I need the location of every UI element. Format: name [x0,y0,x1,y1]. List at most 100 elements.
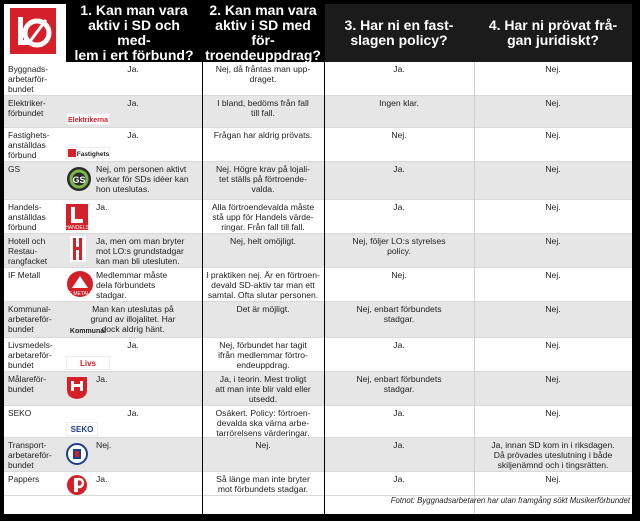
table-header: 1. Kan man vara aktiv i SD och med- lem … [4,4,632,63]
answer-question-1: Man kan uteslutas på grund av illojalite… [90,304,176,334]
answer-question-2: Osäkert. Policy: förtroen- devalda ska v… [215,408,311,438]
table-row: Elektriker- förbundet Elektrikerna Ja. I bl… [4,96,632,128]
union-name: Pappers [8,474,40,484]
answer-question-4: Nej. [545,130,561,140]
union-logo-icon: Fastighets [65,146,111,164]
union-logo-icon: Kommunal [66,322,110,340]
svg-text:Elektrikerna: Elektrikerna [68,117,108,124]
answer-question-1: Medlemmar måste dela förbundets stadgar. [96,270,168,300]
answer-question-4: Nej. [545,164,561,174]
column-divider [474,62,475,514]
answer-question-4: Ja, innan SD kom in i riksdagen. Då pröv… [491,440,615,470]
table-row: Fastighets- anställdas förbund Fastighets… [4,128,632,162]
answer-question-2: I praktiken nej. Är en förtroen- devald … [206,270,320,300]
answer-question-1: Ja. [127,130,139,140]
answer-question-3: Ja. [393,202,405,212]
union-logo-icon [66,376,88,405]
answer-question-3: Nej, enbart förbundets stadgar. [356,374,442,394]
answer-question-1: Nej, om personen aktivt verkar för SDs i… [96,164,189,194]
table-row: Pappers Ja. Så länge man inte bryter mot f… [4,472,632,496]
answer-question-3: Ingen klar. [379,98,419,108]
table-row: IF Metall IF METALL Medlemmar måste dela f… [4,268,632,302]
answer-question-4: Nej. [545,98,561,108]
answer-question-2: Nej, då fråntas man upp- draget. [215,64,311,84]
answer-question-3: Nej. [391,270,407,280]
footnote: Fotnot: Byggnadsarbetaren har utan framg… [390,496,630,505]
answer-question-3: Nej. [391,130,407,140]
union-name: Elektriker- förbundet [8,98,46,118]
answer-question-4: Nej. [545,374,561,384]
answer-question-1: Ja, men om man bryter mot LO:s grundstad… [96,236,185,266]
answer-question-4: Nej. [545,340,561,350]
union-name: GS [8,164,21,174]
svg-text:HANDELS: HANDELS [66,225,88,230]
answer-question-3: Ja. [393,408,405,418]
answer-question-4: Nej. [545,474,561,484]
answer-question-2: Så länge man inte bryter mot förbundets … [216,474,310,494]
answer-question-3: Nej, följer LO:s styrelses policy. [352,236,446,256]
table-row: Målareför- bundet Ja. Ja, i teorin. Mest t… [4,372,632,406]
answer-question-2: Ja, i teorin. Mest troligt att man inte … [215,374,311,404]
union-logo-icon [66,474,90,501]
header-question-4: 4. Har ni prövat frå- gan juridiskt? [474,4,632,62]
svg-text:SEKO: SEKO [71,425,94,434]
answer-question-2: Nej, helt omöjligt. [230,236,296,246]
answer-question-4: Nej. [545,304,561,314]
answer-question-1: Ja. [96,202,108,212]
answer-question-3: Ja. [393,440,405,450]
union-name: Byggnads- arbetarför- bundet [8,64,49,94]
svg-text:Livs: Livs [80,359,97,368]
svg-text:GS: GS [72,175,85,185]
union-logo-icon [66,442,88,471]
answer-question-1: Ja. [127,340,139,350]
table-row: Byggnads- arbetarför- bundet Ja. Nej, då f… [4,62,632,96]
answer-question-1: Ja. [127,408,139,418]
header-question-3: 3. Har ni en fast- slagen policy? [324,4,474,62]
header-question-2-text: 2. Kan man vara aktiv i SD med för- troe… [205,4,321,63]
svg-text:Fastighets: Fastighets [77,151,110,158]
table-body: Byggnads- arbetarför- bundet Ja. Nej, då f… [4,62,632,496]
table-row: Kommunal- arbetareför- bundet Kommunal Man… [4,302,632,338]
header-question-2: 2. Kan man vara aktiv i SD med för- troe… [202,4,324,63]
answer-question-3: Ja. [393,164,405,174]
answer-question-2: Nej. [255,440,271,450]
column-divider [202,62,203,514]
answer-question-2: Nej, förbundet har tagit ifrån medlemmar… [218,340,308,370]
survey-table: 1. Kan man vara aktiv i SD och med- lem … [4,4,632,514]
answer-question-4: Nej. [545,236,561,246]
answer-question-2: Nej. Högre krav på lojali- tet ställs på… [215,164,311,194]
lo-logo [10,8,56,54]
column-divider [324,4,325,514]
answer-question-1: Ja. [127,64,139,74]
answer-question-2: I bland, bedöms från fall till fall. [217,98,309,118]
table-row: Livsmedels- arbetareför- bundet Livs Ja. Ne… [4,338,632,372]
table-row: SEKO SEKO Ja. Osäkert. Policy: förtroen- de… [4,406,632,438]
answer-question-3: Ja. [393,474,405,484]
union-name: Fastighets- anställdas förbund [8,130,50,160]
union-name: Kommunal- arbetareför- bundet [8,304,52,334]
union-name: Målareför- bundet [8,374,47,394]
table-row: GS GS Nej, om personen aktivt verkar för S… [4,162,632,200]
table-row: Handels- anställdas förbund HANDELS Ja. All… [4,200,632,234]
union-name: Hotell och Restau- rangfacket [8,236,48,266]
union-logo-icon: Elektrikerna [65,112,111,130]
header-question-1-text: 1. Kan man vara aktiv i SD och med- lem … [74,4,194,63]
header-question-1: 1. Kan man vara aktiv i SD och med- lem … [66,4,202,63]
answer-question-4: Nej. [545,64,561,74]
answer-question-2: Frågan har aldrig prövats. [213,130,313,140]
union-name: SEKO [8,408,32,418]
union-name: Handels- anställdas förbund [8,202,46,232]
answer-question-4: Nej. [545,408,561,418]
answer-question-2: Det är möjligt. [236,304,290,314]
answer-question-3: Ja. [393,64,405,74]
answer-question-1: Nej. [96,440,112,450]
header-question-4-text: 4. Har ni prövat frå- gan juridiskt? [488,17,618,48]
answer-question-1: Ja. [96,474,108,484]
answer-question-4: Nej. [545,270,561,280]
answer-question-1: Ja. [127,98,139,108]
answer-question-1: Ja. [96,374,108,384]
union-name: Livsmedels- arbetareför- bundet [8,340,53,370]
union-logo-icon: HANDELS [65,204,89,235]
union-logo-icon: IF METALL [66,270,94,303]
svg-text:IF METALL: IF METALL [68,291,93,297]
